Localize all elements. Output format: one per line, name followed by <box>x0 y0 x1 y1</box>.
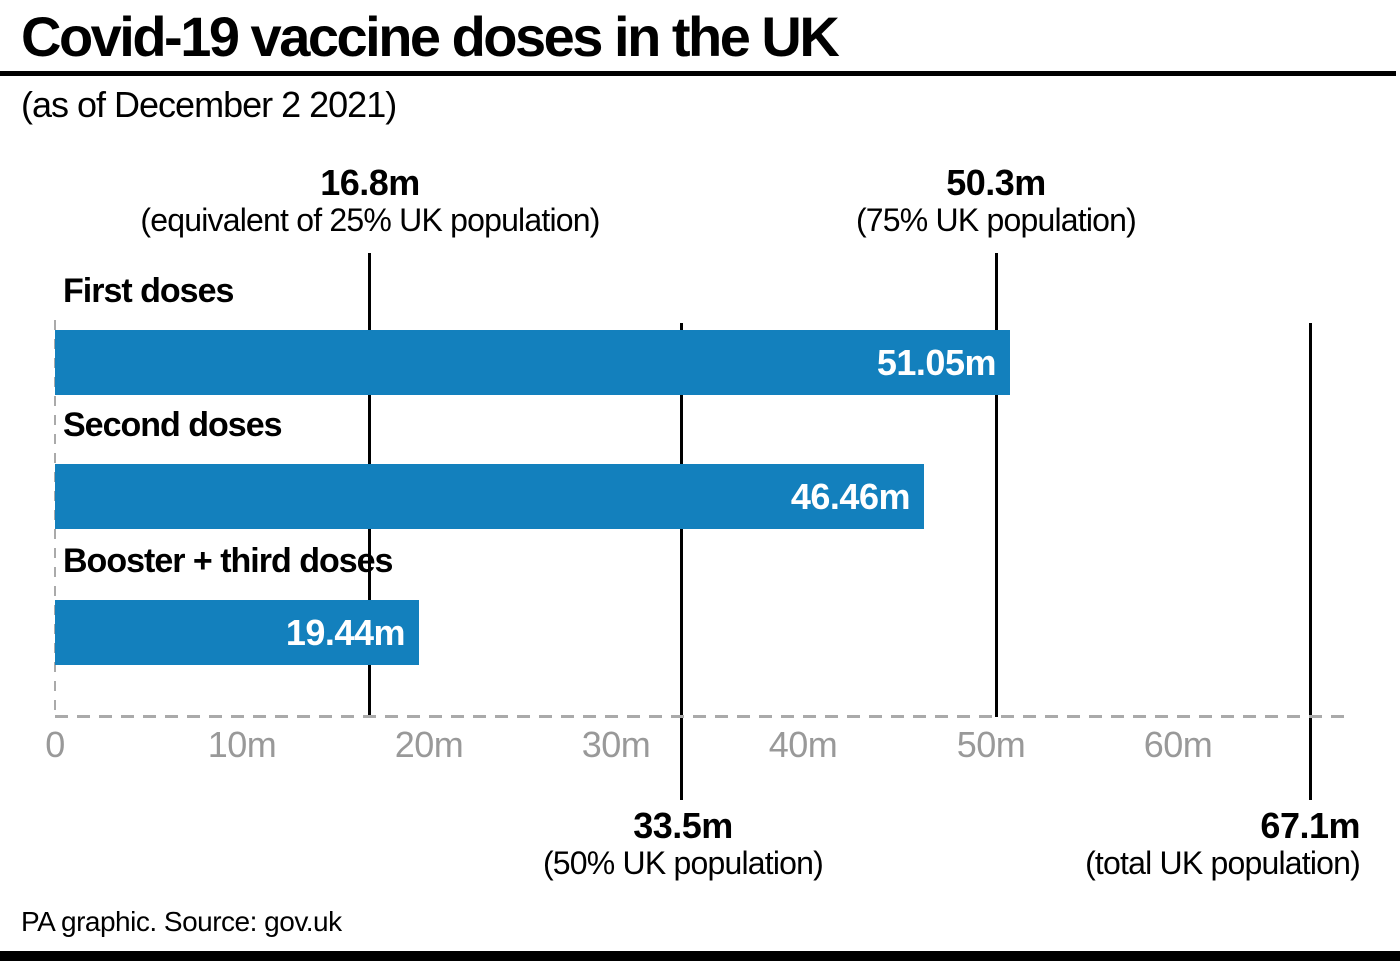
x-tick-40m: 40m <box>768 724 838 765</box>
x-tick-60m: 60m <box>1143 724 1213 765</box>
category-label-second-doses: Second doses <box>63 406 283 444</box>
annotation-75pct: 50.3m (75% UK population) <box>855 162 1137 238</box>
refline-50-3m <box>995 253 998 717</box>
category-label-first-doses: First doses <box>63 272 234 310</box>
annotation-50pct: 33.5m (50% UK population) <box>542 805 824 881</box>
title-rule <box>0 71 1396 76</box>
bar-booster-doses: 19.44m <box>55 600 419 665</box>
bar-value-booster-doses: 19.44m <box>285 612 406 653</box>
annotation-50pct-value: 33.5m <box>633 805 733 846</box>
annotation-total-population-value: 67.1m <box>1260 805 1360 846</box>
x-tick-30m: 30m <box>581 724 651 765</box>
source-credit: PA graphic. Source: gov.uk <box>21 906 342 937</box>
x-tick-10m: 10m <box>207 724 277 765</box>
annotation-25pct: 16.8m (equivalent of 25% UK population) <box>140 162 600 238</box>
bar-value-first-doses: 51.05m <box>876 342 997 383</box>
x-tick-50m: 50m <box>956 724 1026 765</box>
annotation-total-population-caption: (total UK population) <box>1085 844 1361 881</box>
x-axis-dashed-line <box>55 715 1351 718</box>
bar-first-doses: 51.05m <box>55 330 1010 395</box>
annotation-25pct-caption: (equivalent of 25% UK population) <box>140 201 600 238</box>
refline-67-1m <box>1309 323 1312 800</box>
annotation-75pct-value: 50.3m <box>946 162 1046 203</box>
annotation-25pct-value: 16.8m <box>320 162 420 203</box>
annotation-total-population: 67.1m (total UK population) <box>1085 805 1361 881</box>
annotation-75pct-caption: (75% UK population) <box>855 201 1137 238</box>
category-label-booster-doses: Booster + third doses <box>63 542 393 580</box>
annotation-50pct-caption: (50% UK population) <box>542 844 824 881</box>
bottom-rule <box>0 951 1400 961</box>
refline-33-5m <box>680 323 683 800</box>
page-title: Covid-19 vaccine doses in the UK <box>21 5 840 68</box>
page-subtitle: (as of December 2 2021) <box>21 84 397 125</box>
x-tick-0: 0 <box>45 724 65 765</box>
x-tick-20m: 20m <box>394 724 464 765</box>
bar-second-doses: 46.46m <box>55 464 924 529</box>
bar-value-second-doses: 46.46m <box>790 476 911 517</box>
